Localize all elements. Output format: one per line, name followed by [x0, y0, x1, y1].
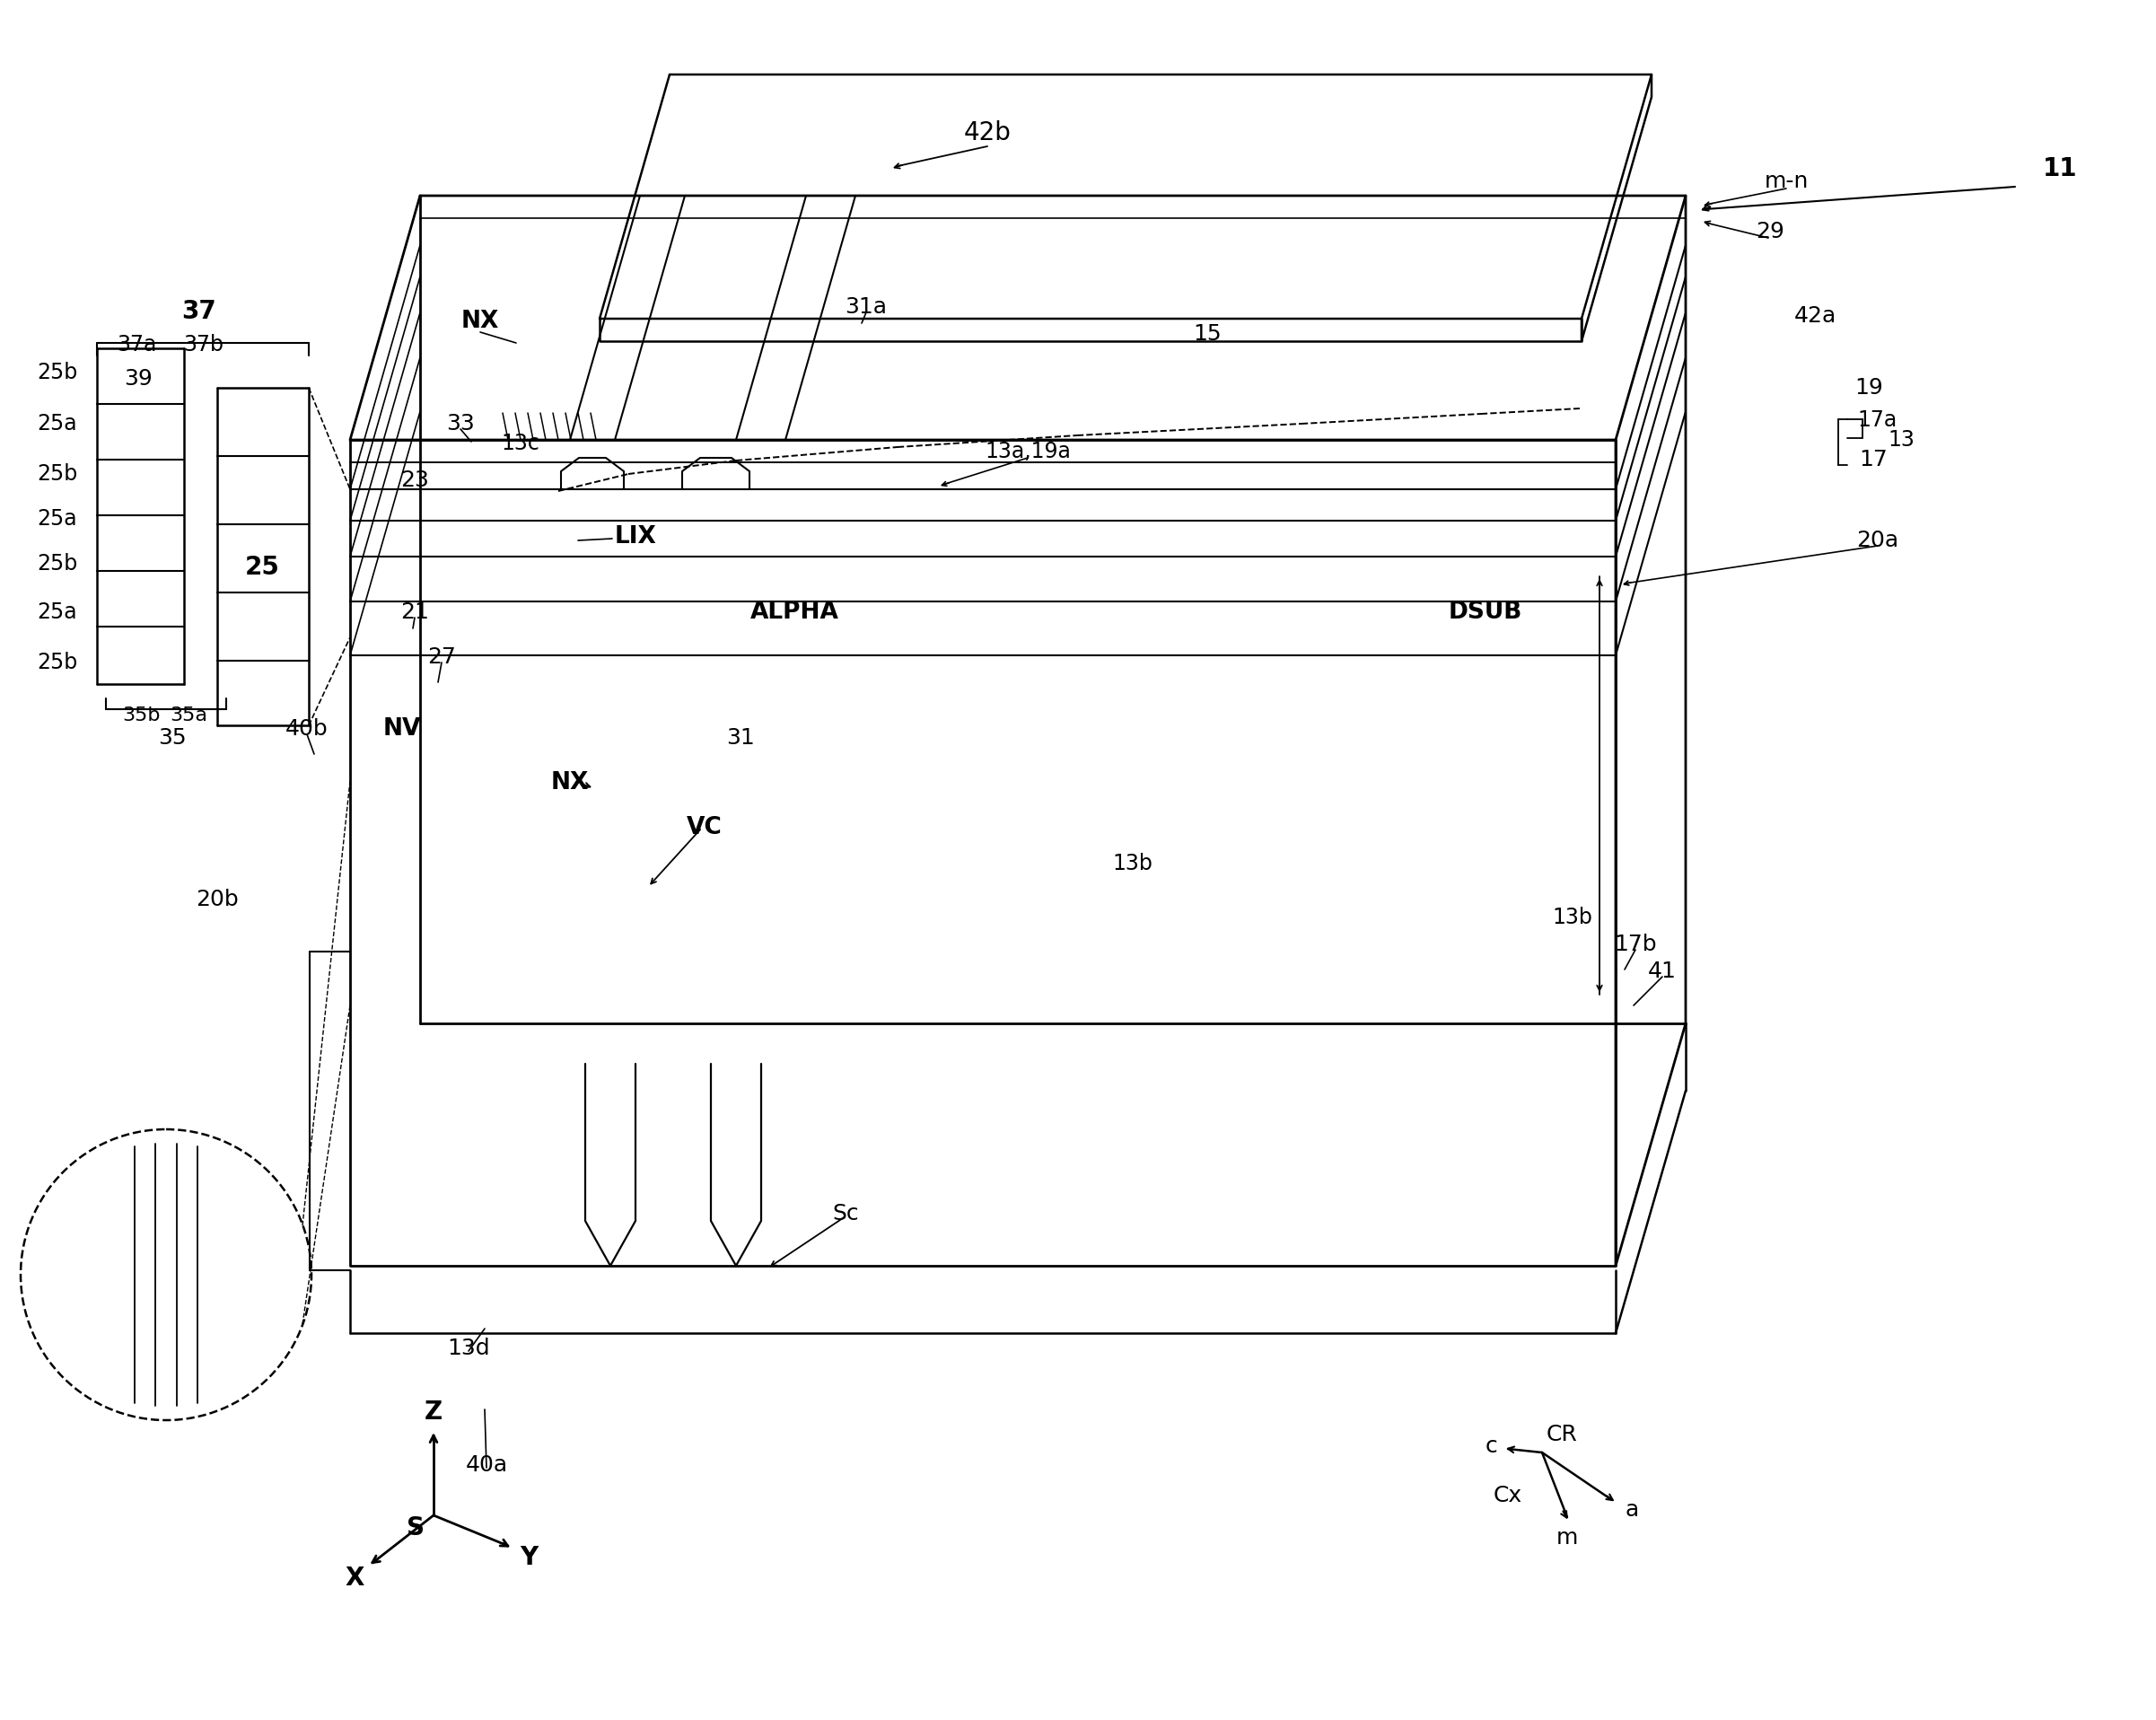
Text: Cx: Cx: [1494, 1484, 1522, 1507]
Text: 35: 35: [157, 728, 188, 748]
Text: VC: VC: [688, 815, 722, 839]
Text: 40a: 40a: [466, 1455, 507, 1476]
Text: Sc: Sc: [832, 1202, 858, 1225]
Text: 13c: 13c: [502, 433, 539, 454]
Text: 35a: 35a: [170, 707, 207, 724]
Text: 13b: 13b: [1552, 906, 1593, 929]
Text: m: m: [1557, 1527, 1578, 1548]
Text: NV: NV: [384, 717, 420, 741]
Text: X: X: [345, 1565, 364, 1591]
Text: 37b: 37b: [183, 334, 224, 356]
Text: 17a: 17a: [1858, 409, 1897, 432]
Text: 29: 29: [1755, 220, 1785, 243]
Text: 31a: 31a: [845, 296, 888, 318]
Text: 25: 25: [244, 556, 280, 580]
Text: 25a: 25a: [37, 602, 78, 623]
Text: 11: 11: [2042, 157, 2076, 181]
Text: a: a: [1626, 1500, 1639, 1520]
Text: 25a: 25a: [37, 507, 78, 530]
Text: 13: 13: [1889, 428, 1915, 451]
Text: 19: 19: [1854, 377, 1882, 399]
Text: 40b: 40b: [285, 719, 328, 740]
Text: 31: 31: [727, 728, 755, 748]
Text: 33: 33: [446, 413, 474, 435]
Text: 15: 15: [1192, 323, 1222, 344]
Text: 23: 23: [401, 470, 429, 490]
Text: 25b: 25b: [37, 463, 78, 485]
Text: NX: NX: [461, 310, 500, 334]
Text: 37: 37: [181, 299, 216, 323]
Text: 21: 21: [401, 602, 429, 623]
Text: CR: CR: [1546, 1424, 1578, 1445]
Text: DSUB: DSUB: [1449, 600, 1522, 624]
Text: 25b: 25b: [37, 652, 78, 673]
Text: 13b: 13b: [1112, 853, 1153, 874]
Text: 13a,19a: 13a,19a: [985, 440, 1072, 463]
Text: 27: 27: [427, 647, 455, 667]
Text: Y: Y: [520, 1545, 537, 1570]
Text: 25b: 25b: [37, 361, 78, 384]
Text: 25b: 25b: [37, 554, 78, 574]
Text: 42a: 42a: [1794, 304, 1837, 327]
Text: LIX: LIX: [614, 525, 658, 549]
Text: 25a: 25a: [37, 413, 78, 435]
Text: 39: 39: [125, 368, 153, 390]
Text: m-n: m-n: [1764, 170, 1809, 193]
Text: 35b: 35b: [123, 707, 160, 724]
Text: 42b: 42b: [964, 120, 1011, 146]
Text: 37a: 37a: [116, 334, 157, 356]
Text: 41: 41: [1647, 960, 1677, 982]
Text: 17b: 17b: [1615, 934, 1656, 955]
Text: c: c: [1485, 1436, 1498, 1457]
Text: S: S: [407, 1515, 425, 1541]
Text: 20b: 20b: [196, 889, 239, 910]
Text: NX: NX: [552, 771, 589, 795]
Text: Z: Z: [425, 1400, 442, 1424]
Text: 13d: 13d: [446, 1338, 489, 1359]
Text: 20a: 20a: [1856, 530, 1899, 550]
Text: ALPHA: ALPHA: [750, 600, 839, 624]
Text: 17: 17: [1858, 449, 1886, 470]
